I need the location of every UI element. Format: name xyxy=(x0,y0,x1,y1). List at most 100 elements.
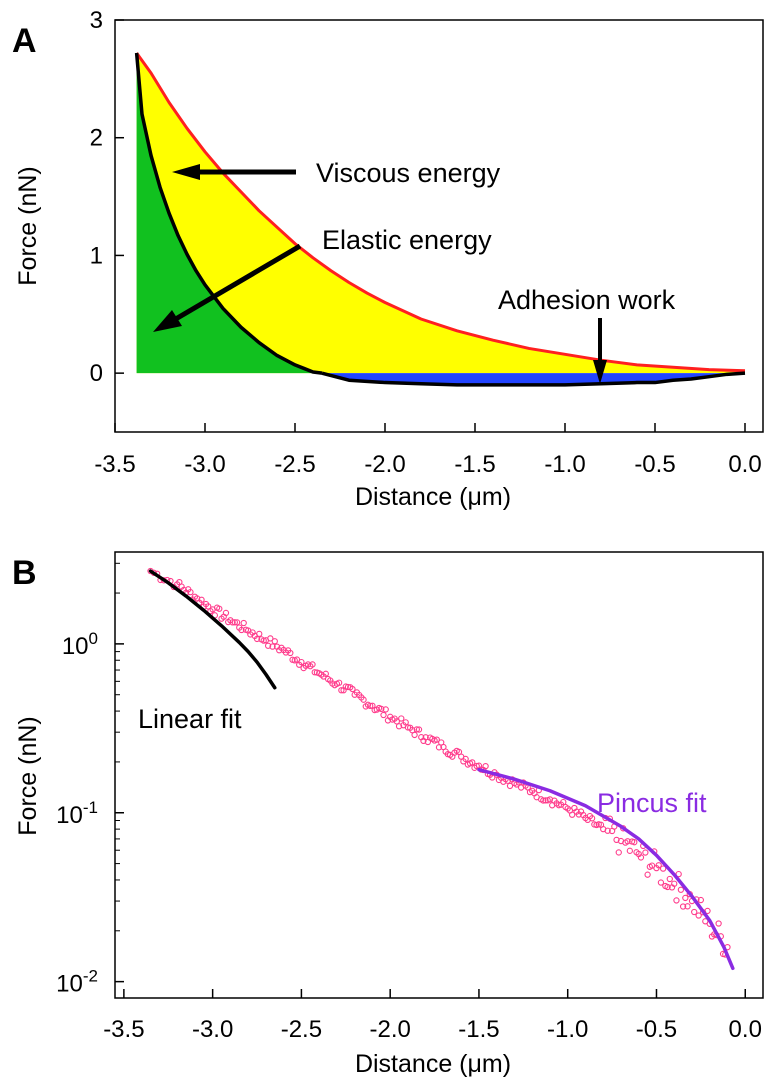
data-point xyxy=(411,731,418,739)
adhesion-curve xyxy=(321,371,746,387)
data-point xyxy=(671,880,678,887)
data-point xyxy=(269,643,276,650)
data-point xyxy=(677,886,685,893)
data-point xyxy=(187,588,194,596)
data-point xyxy=(382,706,389,713)
data-point xyxy=(644,871,651,878)
panel-b-x-tick-label: -1.0 xyxy=(547,1016,588,1043)
elastic-arrow-shaft xyxy=(172,243,302,323)
panel-a-x-tick-label: -1.0 xyxy=(544,451,585,478)
data-point xyxy=(395,723,403,730)
data-point xyxy=(626,847,633,854)
data-point xyxy=(642,849,649,856)
data-point xyxy=(378,705,385,713)
data-point xyxy=(462,755,469,763)
viscous-arrow-head xyxy=(172,164,200,180)
data-point xyxy=(684,903,691,910)
annot-viscous-energy: Viscous energy xyxy=(316,158,501,188)
panel-b-x-tick-label: -0.5 xyxy=(636,1016,677,1043)
data-point xyxy=(659,865,667,872)
panel-a-x-tick-label: -2.0 xyxy=(364,451,405,478)
data-point xyxy=(349,685,356,693)
panel-b-y-tick-label: 100 xyxy=(62,629,98,660)
data-point xyxy=(682,894,689,902)
data-point xyxy=(482,762,489,770)
annot-adhesion-work: Adhesion work xyxy=(498,285,676,315)
panel-b-x-tick-label: -2.5 xyxy=(281,1016,322,1043)
retract-curve xyxy=(134,52,323,375)
data-point xyxy=(569,811,576,818)
annot-linear-fit: Linear fit xyxy=(138,704,242,734)
linear-fit-curve xyxy=(148,569,277,690)
data-point xyxy=(229,619,236,626)
data-point xyxy=(402,719,409,726)
data-point xyxy=(335,679,343,686)
panel-b-x-ticks: -3.5 -3.0 -2.5 -2.0 -1.5 -1.0 -0.5 0.0 xyxy=(103,989,762,1043)
data-point xyxy=(393,718,400,725)
data-point xyxy=(691,908,698,916)
panel-a-x-ticks: -3.5 -3.0 -2.5 -2.0 -1.5 -1.0 -0.5 0.0 xyxy=(94,423,762,478)
panel-a-x-tick-label: -3.5 xyxy=(94,451,135,478)
data-point xyxy=(240,619,247,627)
data-point xyxy=(404,724,412,731)
panel-b-x-tick-label: 0.0 xyxy=(729,1016,762,1043)
panel-b-x-axis-label: Distance (μm) xyxy=(355,1050,511,1078)
panel-a-x-tick-label: -2.5 xyxy=(274,451,315,478)
data-point xyxy=(380,711,387,719)
panel-a-x-tick-label: 0.0 xyxy=(728,451,761,478)
panel-a-y-tick-label: 3 xyxy=(90,7,103,34)
data-point xyxy=(260,637,267,644)
elastic-energy-area xyxy=(136,52,322,374)
viscous-energy-area xyxy=(136,52,746,374)
data-point xyxy=(198,596,205,603)
panel-b-y-ticks: 100 10-1 10-2 xyxy=(56,562,124,998)
panel-a-x-tick-label: -3.0 xyxy=(184,451,225,478)
adhesion-arrow-head xyxy=(593,360,607,384)
panel-b-x-tick-label: -3.0 xyxy=(192,1016,233,1043)
data-point xyxy=(506,782,514,790)
data-point xyxy=(398,715,405,722)
panel-b-y-axis-label: Force (nN) xyxy=(14,716,42,835)
panel-a-letter: A xyxy=(12,22,37,60)
data-point xyxy=(298,658,305,666)
data-point xyxy=(238,626,245,634)
data-point xyxy=(675,870,682,878)
data-point xyxy=(367,702,374,709)
data-point xyxy=(655,862,662,869)
panel-a-x-axis-label: Distance (μm) xyxy=(355,483,511,511)
data-point xyxy=(360,696,367,703)
panel-b-x-tick-label: -3.5 xyxy=(103,1016,144,1043)
data-point xyxy=(604,827,611,834)
panel-a-x-tick-label: -0.5 xyxy=(634,451,675,478)
pincus-fit-curve xyxy=(477,767,735,971)
data-point xyxy=(264,642,272,649)
data-point xyxy=(216,605,223,612)
panel-b-x-tick-label: -1.5 xyxy=(458,1016,499,1043)
panel-b: -3.5 -3.0 -2.5 -2.0 -1.5 -1.0 -0.5 0.0 10010-11… xyxy=(12,551,764,1078)
data-point xyxy=(673,897,680,904)
data-point xyxy=(715,920,722,927)
data-point xyxy=(615,849,622,856)
panel-b-scatter-points xyxy=(147,567,731,958)
data-point xyxy=(322,670,329,677)
panel-a-energy-areas xyxy=(136,52,746,385)
panel-a-y-tick-label: 0 xyxy=(90,360,103,387)
annot-pincus-fit: Pincus fit xyxy=(597,788,707,818)
panel-a-y-ticks: 0 1 2 3 xyxy=(90,7,124,387)
data-point xyxy=(695,912,702,919)
data-point xyxy=(666,875,673,883)
data-point xyxy=(287,649,294,657)
data-point xyxy=(231,619,238,626)
data-point xyxy=(560,798,567,806)
data-point xyxy=(253,635,261,643)
panel-b-fit-curves xyxy=(148,569,735,971)
panel-a-y-tick-label: 2 xyxy=(90,125,103,152)
data-point xyxy=(222,609,230,617)
panel-a-frame xyxy=(114,19,764,433)
panel-a: -3.5 -3.0 -2.5 -2.0 -1.5 -1.0 -0.5 0.0 0 1 2 3 A F… xyxy=(12,7,764,511)
data-point xyxy=(469,759,476,766)
panel-a-x-tick-label: -1.5 xyxy=(454,451,495,478)
data-point xyxy=(588,815,596,822)
panel-b-y-tick-label: 10-1 xyxy=(56,798,98,829)
